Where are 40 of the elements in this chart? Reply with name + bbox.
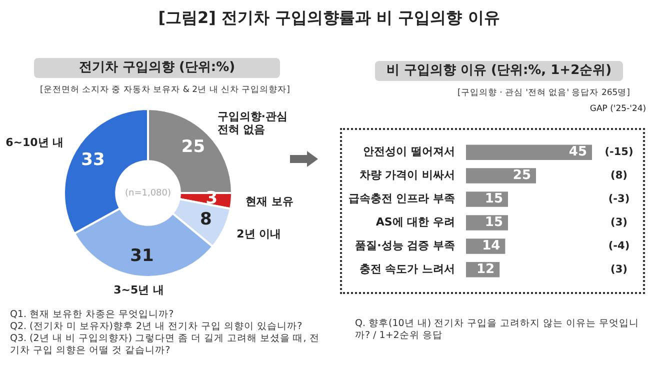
text: Q. 향후(10년 내) 전기차 구입을 고려하지 않는 이유는 무엇입니까? / 1+2순위 응답: [355, 318, 640, 342]
data-label: 25: [512, 168, 531, 184]
text: (-3): [608, 193, 630, 205]
chart-title: 비 구입의향 이유 (단위:%, 1+2순위): [375, 61, 623, 81]
slice-label: 3~5년 내: [114, 283, 164, 296]
slice-label: 6~10년 내: [6, 136, 64, 149]
data-label: 31: [130, 246, 154, 266]
text: (3): [610, 263, 628, 276]
bar: [466, 168, 536, 184]
y-tick-label: 급속충전 인프라 부족: [348, 192, 455, 206]
chart-subtitle: [운전면허 소지자 중 자동차 보유자 & 2년 내 신차 구입의향자]: [39, 84, 291, 96]
slice-label: 구입의향·관심 전혀 없음: [217, 110, 288, 136]
data-label: 33: [81, 150, 105, 170]
data-label: 12: [476, 262, 495, 278]
bar: [466, 144, 592, 160]
data-label: 25: [181, 137, 206, 158]
text: (-15): [604, 146, 634, 158]
text: GAP ('25-'24): [588, 104, 648, 114]
text: (-4): [608, 240, 630, 252]
data-label: 15: [484, 215, 503, 230]
slice-label: 현재 보유: [246, 195, 294, 208]
chart-title: 전기차 구입의향 (단위:%): [34, 58, 280, 78]
data-label: 14: [482, 238, 500, 254]
y-tick-label: 품질·성능 검증 부족: [355, 239, 455, 252]
y-tick-label: 충전 속도가 느려서: [359, 262, 455, 276]
text: Q1. 현재 보유한 차종은 무엇입니까?: [10, 309, 175, 321]
text: Q3. (2년 내 비 구입의향자) 그렇다면 좀 더 길게 고려해 보셨을 때, 전기차 구입 의향은 어떨 것 같습니까?: [10, 333, 320, 357]
data-label: 15: [484, 192, 503, 207]
text: Q2. (전기차 미 보유자)향후 2년 내 전기차 구입 의향이 있습니까?: [10, 321, 304, 333]
y-tick-label: AS에 대한 우려: [376, 216, 455, 229]
y-tick-label: 차량 가격이 비싸서: [359, 168, 455, 182]
chart-subtitle: [구입의향 · 관심 '전혀 없음' 응답자 265명]: [456, 87, 630, 99]
text: (n=1,080): [124, 188, 172, 198]
text: (3): [610, 216, 628, 228]
y-tick-label: 안전성이 떨어져서: [363, 145, 455, 158]
slice-label: 2년 이내: [236, 228, 282, 241]
text: (8): [610, 170, 628, 182]
data-label: 45: [568, 144, 587, 160]
text: [그림2] 전기차 구입의향률과 비 구입의향 이유: [157, 8, 501, 29]
data-label: 8: [200, 210, 212, 230]
